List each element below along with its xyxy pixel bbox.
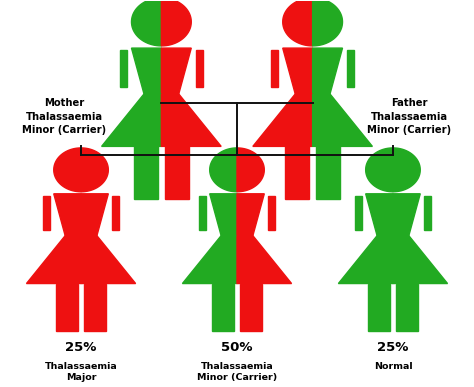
Polygon shape xyxy=(313,94,373,146)
Polygon shape xyxy=(368,284,390,331)
Polygon shape xyxy=(56,284,78,331)
Polygon shape xyxy=(283,48,313,94)
Polygon shape xyxy=(253,94,313,146)
Text: Thalassaemia
Minor (Carrier): Thalassaemia Minor (Carrier) xyxy=(197,362,277,382)
Text: Thalassaemia
Major: Thalassaemia Major xyxy=(45,362,118,382)
Polygon shape xyxy=(237,148,264,192)
Polygon shape xyxy=(161,48,191,94)
Polygon shape xyxy=(84,284,106,331)
Polygon shape xyxy=(134,146,158,199)
Polygon shape xyxy=(27,236,81,284)
Polygon shape xyxy=(347,50,355,87)
Text: 50%: 50% xyxy=(221,341,253,354)
Polygon shape xyxy=(164,146,189,199)
Text: 25%: 25% xyxy=(377,341,409,354)
Polygon shape xyxy=(365,148,393,192)
Polygon shape xyxy=(210,148,237,192)
Polygon shape xyxy=(316,146,340,199)
Polygon shape xyxy=(101,94,161,146)
Polygon shape xyxy=(81,194,109,236)
Polygon shape xyxy=(237,194,264,236)
Polygon shape xyxy=(424,196,431,230)
Polygon shape xyxy=(161,0,191,46)
Polygon shape xyxy=(393,194,420,236)
Polygon shape xyxy=(43,196,50,230)
Polygon shape xyxy=(210,194,237,236)
Polygon shape xyxy=(81,148,109,192)
Polygon shape xyxy=(196,50,203,87)
Polygon shape xyxy=(81,236,136,284)
Polygon shape xyxy=(131,48,161,94)
Polygon shape xyxy=(313,48,343,94)
Polygon shape xyxy=(271,50,278,87)
Polygon shape xyxy=(313,0,343,46)
Polygon shape xyxy=(112,196,119,230)
Polygon shape xyxy=(182,236,237,284)
Polygon shape xyxy=(393,236,447,284)
Text: Mother
Thalassaemia
Minor (Carrier): Mother Thalassaemia Minor (Carrier) xyxy=(22,98,107,135)
Polygon shape xyxy=(355,196,362,230)
Polygon shape xyxy=(365,194,393,236)
Polygon shape xyxy=(268,196,275,230)
Polygon shape xyxy=(54,148,81,192)
Polygon shape xyxy=(237,236,292,284)
Text: 25%: 25% xyxy=(65,341,97,354)
Polygon shape xyxy=(393,148,420,192)
Polygon shape xyxy=(338,236,393,284)
Polygon shape xyxy=(240,284,262,331)
Polygon shape xyxy=(131,0,161,46)
Polygon shape xyxy=(285,146,310,199)
Polygon shape xyxy=(199,196,206,230)
Polygon shape xyxy=(283,0,313,46)
Polygon shape xyxy=(54,194,81,236)
Polygon shape xyxy=(212,284,234,331)
Polygon shape xyxy=(161,94,221,146)
Text: Normal: Normal xyxy=(374,362,412,371)
Text: Father
Thalassaemia
Minor (Carrier): Father Thalassaemia Minor (Carrier) xyxy=(367,98,452,135)
Polygon shape xyxy=(396,284,418,331)
Polygon shape xyxy=(119,50,127,87)
